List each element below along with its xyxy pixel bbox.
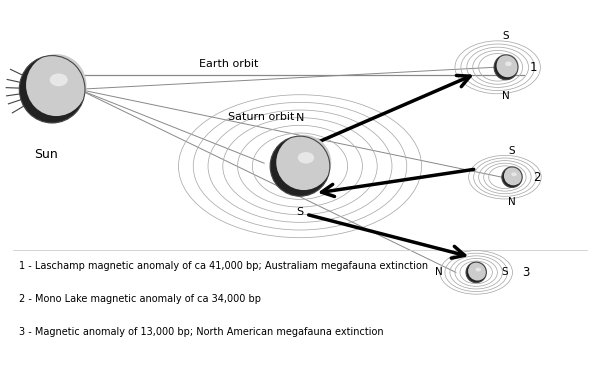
Ellipse shape — [288, 151, 316, 178]
Ellipse shape — [471, 266, 483, 277]
Text: 1: 1 — [530, 61, 538, 74]
Ellipse shape — [30, 59, 82, 112]
Ellipse shape — [506, 169, 520, 183]
Ellipse shape — [19, 56, 85, 123]
Ellipse shape — [497, 54, 518, 77]
Ellipse shape — [278, 137, 329, 188]
Ellipse shape — [475, 271, 478, 273]
Text: 2: 2 — [533, 171, 541, 184]
Ellipse shape — [509, 173, 516, 180]
Text: N: N — [435, 268, 443, 277]
Ellipse shape — [503, 63, 509, 70]
Ellipse shape — [508, 171, 518, 182]
Ellipse shape — [286, 148, 318, 180]
Ellipse shape — [511, 176, 513, 178]
Text: 3: 3 — [522, 266, 530, 279]
Ellipse shape — [296, 162, 304, 170]
Ellipse shape — [37, 69, 72, 104]
Ellipse shape — [472, 267, 481, 276]
Ellipse shape — [43, 77, 64, 99]
Ellipse shape — [49, 84, 57, 93]
Ellipse shape — [470, 265, 484, 278]
Ellipse shape — [39, 72, 70, 103]
Ellipse shape — [510, 174, 515, 179]
Ellipse shape — [50, 87, 55, 91]
Ellipse shape — [494, 55, 518, 80]
Ellipse shape — [270, 136, 330, 196]
Ellipse shape — [470, 264, 485, 279]
Ellipse shape — [499, 57, 516, 75]
Ellipse shape — [283, 144, 322, 183]
Ellipse shape — [499, 58, 515, 75]
Ellipse shape — [290, 153, 313, 176]
Ellipse shape — [44, 79, 62, 97]
Text: S: S — [503, 31, 509, 41]
Ellipse shape — [510, 175, 514, 179]
Ellipse shape — [509, 173, 517, 181]
Text: S: S — [296, 207, 304, 217]
Ellipse shape — [26, 54, 86, 116]
Ellipse shape — [298, 152, 314, 163]
Ellipse shape — [469, 262, 486, 280]
Ellipse shape — [500, 60, 513, 73]
Ellipse shape — [498, 56, 517, 76]
Ellipse shape — [35, 67, 74, 107]
Ellipse shape — [505, 167, 522, 185]
Text: Sun: Sun — [34, 148, 58, 161]
Ellipse shape — [468, 262, 487, 280]
Ellipse shape — [475, 268, 481, 272]
Ellipse shape — [473, 269, 480, 275]
Ellipse shape — [285, 146, 320, 182]
Ellipse shape — [292, 155, 311, 175]
Text: 3 - Magnetic anomaly of 13,000 bp; North American megafauna extinction: 3 - Magnetic anomaly of 13,000 bp; North… — [19, 327, 384, 337]
Text: S: S — [501, 268, 508, 277]
Ellipse shape — [475, 270, 478, 274]
Ellipse shape — [469, 263, 485, 279]
Ellipse shape — [28, 56, 84, 114]
Ellipse shape — [50, 73, 68, 86]
Text: N: N — [508, 197, 516, 207]
Text: 2 - Mono Lake magnetic anomaly of ca 34,000 bp: 2 - Mono Lake magnetic anomaly of ca 34,… — [19, 294, 262, 304]
Ellipse shape — [511, 176, 514, 178]
Text: Earth orbit: Earth orbit — [199, 59, 258, 69]
Text: N: N — [502, 91, 510, 101]
Ellipse shape — [466, 262, 487, 283]
Ellipse shape — [41, 74, 67, 101]
Text: S: S — [509, 146, 515, 156]
Ellipse shape — [47, 82, 59, 95]
Ellipse shape — [34, 64, 77, 108]
Ellipse shape — [295, 159, 307, 171]
Ellipse shape — [502, 62, 511, 72]
Text: 1 - Laschamp magnetic anomaly of ca 41,000 bp; Australiam megafauna extinction: 1 - Laschamp magnetic anomaly of ca 41,0… — [19, 261, 428, 272]
Ellipse shape — [476, 272, 477, 273]
Ellipse shape — [505, 168, 521, 184]
Ellipse shape — [505, 65, 508, 69]
Ellipse shape — [281, 142, 325, 185]
Ellipse shape — [500, 59, 514, 74]
Ellipse shape — [497, 55, 518, 76]
Ellipse shape — [505, 66, 507, 68]
Ellipse shape — [474, 269, 479, 275]
Ellipse shape — [502, 167, 522, 187]
Ellipse shape — [503, 63, 511, 71]
Ellipse shape — [505, 62, 512, 66]
Ellipse shape — [473, 268, 481, 276]
Ellipse shape — [298, 164, 302, 168]
Ellipse shape — [472, 266, 482, 277]
Ellipse shape — [293, 157, 309, 173]
Ellipse shape — [508, 172, 517, 181]
Ellipse shape — [511, 172, 517, 176]
Ellipse shape — [276, 135, 331, 190]
Ellipse shape — [507, 170, 519, 182]
Text: N: N — [296, 113, 304, 123]
Ellipse shape — [280, 139, 327, 187]
Ellipse shape — [506, 169, 520, 184]
Ellipse shape — [504, 65, 509, 69]
Ellipse shape — [32, 62, 79, 110]
Ellipse shape — [501, 61, 512, 72]
Text: Saturn orbit: Saturn orbit — [229, 112, 295, 122]
Ellipse shape — [504, 166, 523, 185]
